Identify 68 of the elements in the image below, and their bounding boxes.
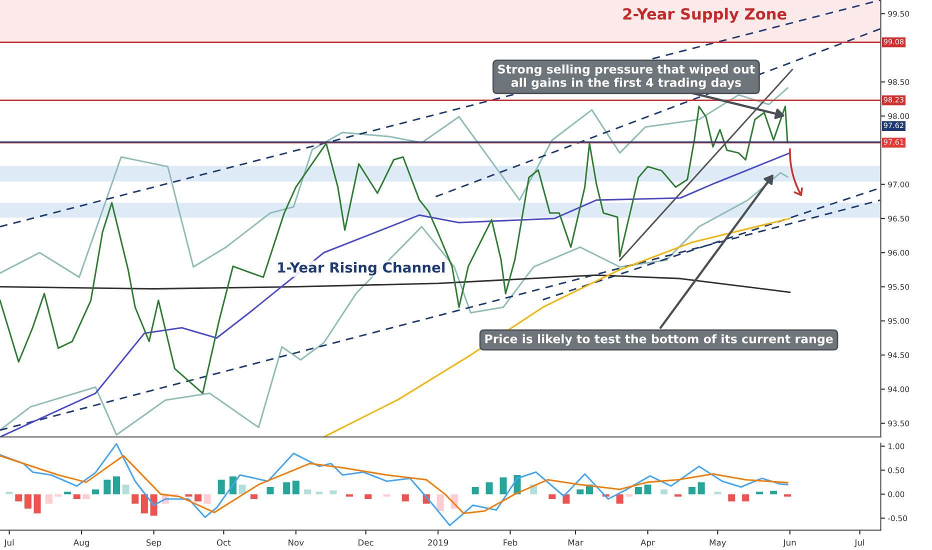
bar (218, 480, 225, 494)
bar (346, 494, 353, 497)
bar (784, 494, 792, 497)
bar (304, 489, 312, 494)
bar (486, 482, 493, 494)
bar (626, 494, 633, 497)
x-tick-label: Mar (568, 539, 584, 546)
bar (472, 486, 479, 494)
x-tick-label: Oct (216, 539, 231, 546)
x-tick-label: May (710, 539, 726, 548)
bar (104, 480, 111, 494)
bar (330, 490, 337, 494)
bar (674, 494, 682, 497)
bar (660, 489, 668, 494)
bar (34, 494, 41, 514)
bar (150, 494, 158, 516)
annotation: Price is likely to test the bottom of its current range (485, 334, 833, 346)
annotation: 1-Year Rising Channel (278, 262, 445, 276)
bar (54, 494, 62, 497)
bar (698, 482, 705, 494)
bar (92, 489, 100, 494)
bar (548, 494, 556, 499)
line-series (0, 274, 791, 293)
bar (402, 494, 409, 502)
annotation: Strong selling pressure that wiped out all gains in the first 4 trading days (498, 64, 755, 90)
x-tick-label: Nov (288, 539, 304, 546)
annotation: 2-Year Supply Zone (623, 8, 786, 23)
x-tick-label: Feb (504, 539, 518, 546)
x-tick-label: Aug (73, 539, 89, 548)
bar (644, 484, 652, 494)
bar (266, 486, 274, 494)
bar (576, 489, 584, 494)
line-series (0, 455, 788, 514)
bar (250, 494, 258, 499)
bar (364, 494, 372, 499)
bar (185, 494, 192, 497)
bar (122, 484, 130, 494)
line-series (0, 443, 788, 526)
x-tick-label: Sep (146, 539, 162, 548)
bar (204, 494, 211, 504)
bar (24, 494, 32, 509)
bar (436, 494, 444, 511)
bar (292, 480, 300, 494)
x-tick-label: Apr (640, 539, 655, 548)
bar (194, 494, 202, 502)
line-series (323, 218, 791, 437)
bar (82, 494, 90, 499)
x-tick-label: Jul (854, 539, 864, 548)
x-tick-label: Dec (358, 539, 374, 546)
bar (132, 494, 139, 504)
bar (742, 494, 750, 502)
x-tick-label: Jul (4, 539, 14, 548)
bar (45, 494, 52, 504)
bar (15, 494, 22, 502)
line-series (0, 106, 788, 394)
bar (728, 494, 736, 502)
bar (688, 486, 696, 494)
bar (616, 494, 624, 504)
bar (113, 476, 120, 494)
bar (500, 477, 507, 494)
bar (140, 494, 148, 514)
bar (283, 482, 290, 494)
bar (383, 494, 390, 497)
x-tick-label: 2019 (428, 539, 448, 546)
x-tick-label: Jun (782, 539, 796, 548)
bar (634, 486, 642, 494)
bar (73, 494, 80, 499)
bar (238, 484, 246, 494)
